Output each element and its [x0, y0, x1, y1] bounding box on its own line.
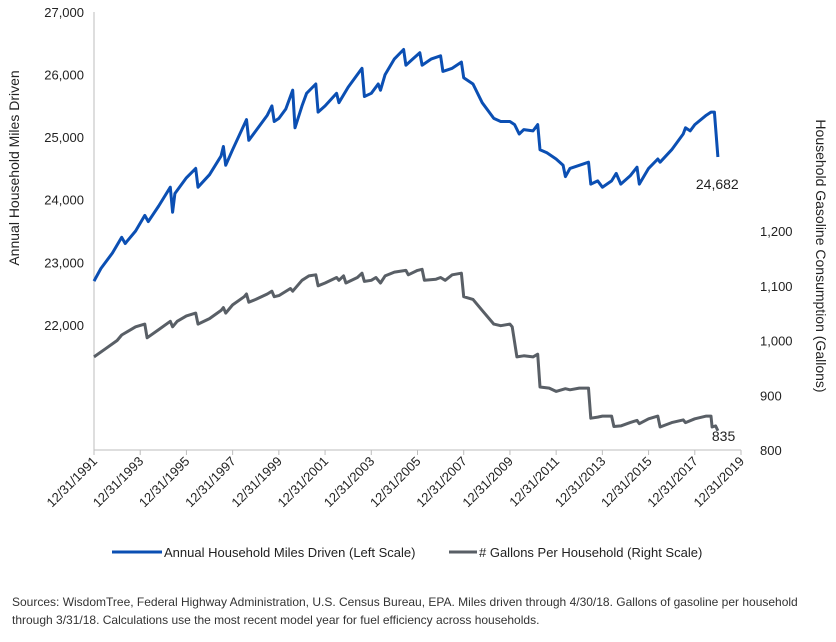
- x-tick-label: 12/31/2009: [459, 454, 516, 511]
- x-tick-label: 12/31/2019: [690, 454, 747, 511]
- left-tick-label: 25,000: [44, 130, 84, 145]
- left-tick-label: 24,000: [44, 193, 84, 208]
- left-tick-label: 22,000: [44, 318, 84, 333]
- legend-label-1: # Gallons Per Household (Right Scale): [479, 545, 702, 560]
- right-tick-label: 1,200: [760, 224, 793, 239]
- right-tick-label: 800: [760, 443, 782, 458]
- left-tick-label: 27,000: [44, 5, 84, 20]
- left-tick-label: 26,000: [44, 68, 84, 83]
- series-line-1: [93, 267, 720, 432]
- source-note: Sources: WisdomTree, Federal Highway Adm…: [12, 595, 798, 627]
- series-line-0: [92, 48, 720, 282]
- end-value-label-1: 835: [712, 428, 736, 444]
- right-axis-title: Household Gasoline Consumption (Gallons): [813, 119, 829, 392]
- end-value-label-0: 24,682: [696, 176, 739, 192]
- dual-axis-line-chart: 22,000 23,000 24,000 25,000 26,000 27,000 800 9…: [6, 5, 829, 560]
- left-tick-label: 23,000: [44, 255, 84, 270]
- left-axis-title: Annual Household Miles Driven: [6, 70, 22, 265]
- legend-label-0: Annual Household Miles Driven (Left Scal…: [164, 545, 415, 560]
- right-tick-label: 900: [760, 388, 782, 403]
- right-tick-label: 1,000: [760, 334, 793, 349]
- right-tick-label: 1,100: [760, 279, 793, 294]
